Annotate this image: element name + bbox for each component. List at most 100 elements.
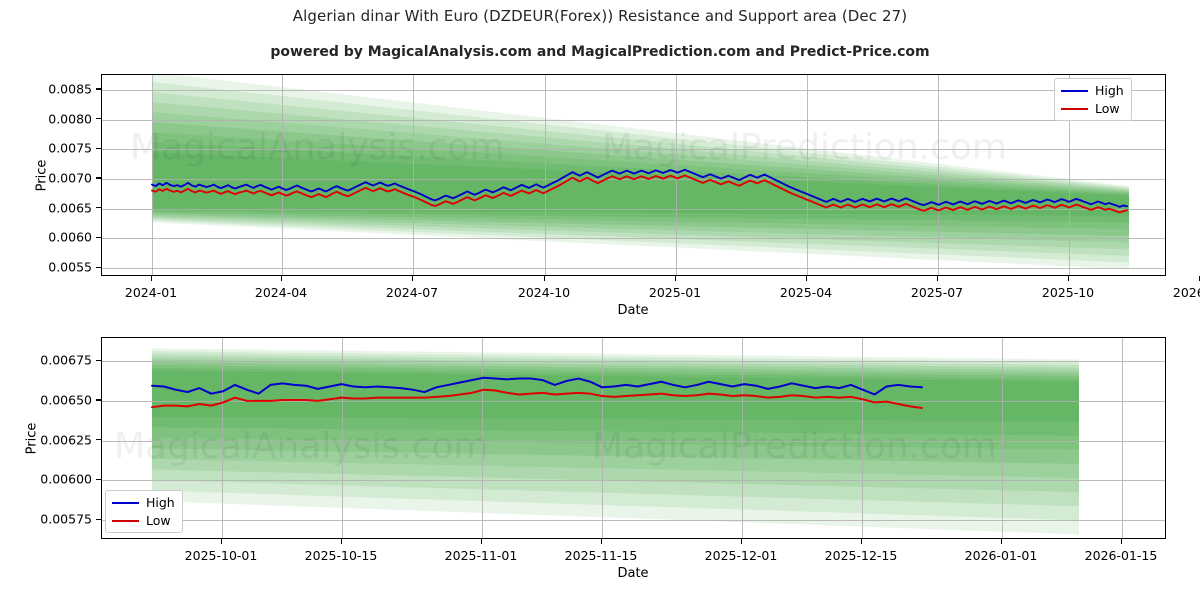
band-layer: [152, 132, 1129, 230]
x-tick-mark: [1198, 276, 1200, 281]
band-layer: [152, 152, 1129, 216]
x-tick-label: 2025-11-01: [444, 548, 518, 563]
gridline-horizontal: [102, 208, 1165, 210]
x-tick-mark: [860, 539, 862, 544]
x-tick-label: 2025-12-15: [824, 548, 898, 563]
gridline-horizontal: [102, 400, 1165, 402]
gridline-vertical: [342, 338, 343, 538]
gridline-vertical: [676, 75, 677, 275]
legend-row-high: High: [1061, 83, 1124, 98]
x-tick-label: 2026-01: [1172, 285, 1200, 300]
gridline-vertical: [742, 338, 743, 538]
x-tick-label: 2026-01-15: [1084, 548, 1158, 563]
band-layer: [152, 351, 1079, 521]
gridline-vertical: [807, 75, 808, 275]
bottom-chart-y-axis-title: Price: [24, 422, 40, 455]
gridline-horizontal: [102, 149, 1165, 151]
top-chart-legend[interactable]: High Low: [1054, 78, 1132, 121]
y-tick-label: 0.00575: [40, 511, 92, 527]
y-tick-mark: [96, 399, 101, 401]
gridline-vertical: [413, 75, 414, 275]
x-tick-mark: [805, 276, 807, 281]
x-tick-label: 2026-01-01: [964, 548, 1038, 563]
gridline-vertical: [602, 338, 603, 538]
x-tick-mark: [1067, 276, 1069, 281]
x-tick-mark: [280, 276, 282, 281]
y-tick-mark: [96, 177, 101, 179]
y-tick-label: 0.00600: [40, 471, 92, 487]
legend-label-low: Low: [1095, 101, 1120, 116]
gridline-vertical: [1069, 75, 1070, 275]
x-tick-mark: [740, 539, 742, 544]
band-layer: [152, 353, 1079, 507]
x-tick-label: 2024-07: [385, 285, 439, 300]
band-layer: [152, 356, 1079, 493]
top-chart-plot-area: MagicalAnalysis.com MagicalPrediction.com: [101, 74, 1166, 276]
x-tick-mark: [220, 539, 222, 544]
gridline-vertical: [938, 75, 939, 275]
y-tick-mark: [96, 266, 101, 268]
y-tick-mark: [96, 88, 101, 90]
x-tick-mark: [674, 276, 676, 281]
page-title: Algerian dinar With Euro (DZDEUR(Forex))…: [292, 7, 908, 25]
y-tick-label: 0.0070: [48, 170, 92, 186]
legend-swatch-low: [1061, 107, 1088, 110]
top-chart-x-axis-title: Date: [617, 303, 649, 318]
y-tick-mark: [96, 439, 101, 441]
y-tick-label: 0.0075: [48, 140, 92, 156]
x-tick-label: 2024-10: [517, 285, 571, 300]
series-line-high: [151, 376, 923, 396]
gridline-horizontal: [102, 440, 1165, 442]
band-layer: [152, 82, 1129, 263]
y-tick-mark: [96, 236, 101, 239]
y-tick-label: 0.00675: [40, 352, 92, 368]
page-subtitle: powered by MagicalAnalysis.com and Magic…: [270, 44, 930, 60]
x-tick-label: 2024-04: [254, 285, 308, 300]
band-layer: [152, 75, 1129, 270]
x-tick-mark: [411, 276, 413, 281]
series-line-low: [151, 388, 923, 409]
gridline-horizontal: [102, 520, 1165, 522]
y-tick-mark: [96, 359, 101, 361]
legend-label-high: High: [146, 495, 175, 510]
x-tick-label: 2025-10-15: [304, 548, 378, 563]
bottom-chart-legend[interactable]: High Low: [105, 490, 183, 533]
x-tick-label: 2024-01: [124, 285, 178, 300]
band-layer: [152, 92, 1129, 256]
legend-label-high: High: [1095, 83, 1124, 98]
legend-swatch-high: [1061, 89, 1088, 92]
x-tick-label: 2025-07: [910, 285, 964, 300]
gridline-horizontal: [102, 89, 1165, 91]
legend-row-low: Low: [1061, 101, 1124, 116]
bottom-chart-plot-area: MagicalAnalysis.com MagicalPrediction.com: [101, 337, 1166, 539]
gridline-vertical: [482, 338, 483, 538]
y-tick-label: 0.0085: [48, 81, 92, 97]
y-tick-mark: [96, 147, 101, 150]
gridline-horizontal: [102, 119, 1165, 121]
y-tick-mark: [96, 478, 101, 481]
x-tick-label: 2025-04: [779, 285, 833, 300]
series-line-high: [151, 168, 1128, 208]
legend-swatch-low: [112, 519, 139, 522]
gridline-vertical: [862, 338, 863, 538]
legend-label-low: Low: [146, 513, 171, 528]
series-lines: [151, 168, 1128, 214]
y-tick-label: 0.00625: [40, 432, 92, 448]
top-chart-y-axis-title: Price: [34, 159, 50, 192]
gridline-horizontal: [102, 361, 1165, 363]
y-tick-label: 0.0055: [48, 259, 92, 275]
y-tick-label: 0.00650: [40, 392, 92, 408]
x-tick-mark: [1120, 539, 1122, 544]
x-tick-mark: [480, 539, 482, 544]
y-tick-mark: [96, 518, 101, 520]
band-layer: [152, 142, 1129, 223]
resistance-support-band: [152, 348, 1079, 535]
gridline-horizontal: [102, 238, 1165, 240]
gridline-vertical: [222, 338, 223, 538]
gridline-vertical: [152, 75, 153, 275]
y-tick-mark: [96, 118, 101, 120]
band-layer: [152, 359, 1079, 478]
x-tick-label: 2025-11-15: [564, 548, 638, 563]
gridline-vertical: [1002, 338, 1003, 538]
